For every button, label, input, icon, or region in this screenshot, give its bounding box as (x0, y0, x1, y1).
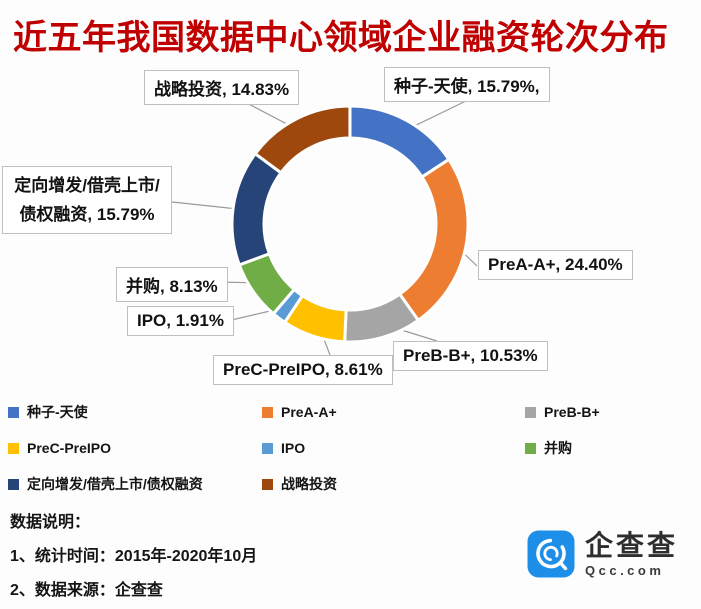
callout-preb-bplus: PreB-B+, 10.53% (393, 341, 548, 371)
legend-item-seed-angel[interactable]: 种子-天使 (8, 402, 262, 422)
legend-label: PreA-A+ (281, 404, 337, 420)
legend-swatch-prec (8, 442, 19, 454)
legend-swatch-private-placement (8, 478, 19, 490)
data-notes-line-1: 1、统计时间：2015年-2020年10月 (10, 548, 258, 565)
legend-item-prec[interactable]: PreC-PreIPO (8, 438, 262, 458)
legend-label: 战略投资 (281, 476, 337, 492)
donut-slice-1[interactable] (397, 157, 470, 323)
legend-label: PreC-PreIPO (27, 440, 112, 456)
donut-slice-6[interactable] (230, 151, 284, 267)
legend-label: 定向增发/借壳上市/债权融资 (27, 476, 203, 492)
legend-item-prea[interactable]: PreA-A+ (262, 402, 525, 422)
callout-prec-preipo: PreC-PreIPO, 8.61% (213, 355, 393, 385)
legend-label: PreB-B+ (544, 404, 600, 420)
callout-private-placement-line1: 定向增发/借壳上市/ (14, 176, 160, 195)
legend-swatch-ipo (262, 442, 273, 454)
qcc-logo-icon (527, 530, 575, 578)
data-notes-line-2: 2、数据来源：企查查 (10, 582, 163, 599)
legend-label: IPO (281, 440, 306, 456)
legend-swatch-seed-angel (8, 406, 19, 418)
callout-private-placement: 定向增发/借壳上市/ 债权融资, 15.79% (2, 166, 172, 234)
legend-swatch-prea (262, 406, 273, 418)
legend-swatch-merger (525, 442, 536, 454)
donut-slice-7[interactable] (253, 104, 352, 175)
legend-item-ipo[interactable]: IPO (262, 438, 525, 458)
legend-item-merger[interactable]: 并购 (525, 438, 696, 458)
legend-swatch-strategic (262, 478, 273, 490)
callout-prea-aplus: PreA-A+, 24.40% (478, 250, 633, 280)
legend-swatch-preb (525, 406, 536, 418)
callout-seed-angel: 种子-天使, 15.79%, (384, 67, 550, 102)
qcc-logo-name: 企查查 (585, 529, 679, 561)
callout-ipo: IPO, 1.91% (127, 306, 234, 336)
page-title: 近五年我国数据中心领域企业融资轮次分布 (13, 19, 669, 57)
callout-merger: 并购, 8.13% (116, 267, 228, 302)
chart-legend: 种子-天使 PreA-A+ PreB-B+ PreC-PreIPO IPO 并购… (8, 402, 696, 494)
data-notes: 数据说明： 1、统计时间：2015年-2020年10月 2、数据来源：企查查 (10, 506, 257, 608)
data-notes-heading: 数据说明： (10, 514, 91, 531)
qcc-logo-domain: Qcc.com (585, 562, 665, 578)
qcc-logo[interactable]: 企查查 Qcc.com (527, 530, 678, 578)
legend-label: 并购 (544, 440, 572, 456)
legend-item-preb[interactable]: PreB-B+ (525, 402, 696, 422)
legend-label: 种子-天使 (27, 404, 88, 420)
callout-private-placement-line2: 债权融资, 15.79% (19, 205, 155, 224)
legend-item-private-placement[interactable]: 定向增发/借壳上市/债权融资 (8, 474, 262, 494)
legend-item-strategic[interactable]: 战略投资 (262, 474, 525, 494)
callout-strategic-investment: 战略投资, 14.83% (144, 70, 300, 105)
